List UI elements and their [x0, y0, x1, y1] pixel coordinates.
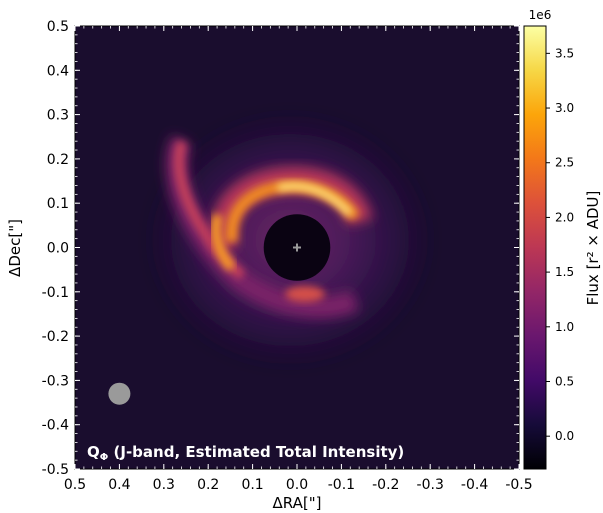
colorbar-tick-label: 0.0	[555, 429, 574, 443]
left-ring-segment	[210, 213, 236, 272]
colorbar-tick-label: 2.0	[555, 210, 574, 224]
x-axis-label: ΔRA["]	[273, 494, 322, 512]
y-tick-label: -0.1	[42, 285, 69, 301]
colorbar-ticks: 0.0 0.5 1.0 1.5 2.0 2.5 3.0 3.5	[546, 46, 574, 443]
x-tick-label: 0.2	[197, 477, 219, 493]
y-tick-label: -0.4	[42, 418, 69, 434]
y-tick-label: 0.4	[47, 63, 69, 79]
y-tick-label: 0.5	[47, 19, 69, 35]
star-position-marker	[293, 243, 301, 252]
x-tick-label: 0.1	[241, 477, 263, 493]
colorbar-tick-label: 0.5	[555, 374, 574, 388]
x-axis: 0.5 0.4 0.3 0.2 0.1 0.0 -0.1 -0.2 -0.3 -0.4 -0.5	[64, 26, 533, 493]
y-tick-label: 0.3	[47, 108, 69, 124]
y-tick-label: -0.5	[42, 462, 69, 478]
colorbar-tick-label: 2.5	[555, 156, 574, 170]
colorbar-frame	[523, 25, 547, 470]
disk-emission	[150, 115, 430, 365]
colorbar-tick-label: 3.0	[555, 101, 574, 115]
x-tick-label: -0.5	[505, 477, 532, 493]
colorbar-tick-label: 1.5	[555, 265, 574, 279]
x-tick-label: 0.0	[286, 477, 308, 493]
y-tick-label: 0.1	[47, 196, 69, 212]
x-tick-label: 0.5	[64, 477, 86, 493]
lower-blob	[285, 286, 325, 302]
y-tick-label: 0.0	[47, 241, 69, 257]
x-tick-label: -0.2	[372, 477, 399, 493]
panel-title: QΦ (J-band, Estimated Total Intensity)	[87, 443, 404, 463]
x-tick-label: -0.1	[328, 477, 355, 493]
colorbar-exponent: 1e6	[529, 8, 552, 22]
y-tick-label: 0.2	[47, 152, 69, 168]
x-tick-label: 0.3	[153, 477, 175, 493]
beam-circle	[108, 382, 131, 405]
colorbar: 0.0 0.5 1.0 1.5 2.0 2.5 3.0 3.5 1e6 Flux [r² × …	[523, 8, 602, 470]
image-panel: QΦ (J-band, Estimated Total Intensity) 0…	[42, 19, 533, 493]
y-tick-label: -0.3	[42, 373, 69, 389]
y-axis-label: ΔDec["]	[6, 219, 24, 277]
colorbar-label: Flux [r² × ADU]	[584, 191, 602, 306]
colorbar-tick-label: 3.5	[555, 46, 574, 60]
y-tick-label: -0.2	[42, 329, 69, 345]
x-tick-label: -0.4	[461, 477, 488, 493]
x-tick-label: -0.3	[417, 477, 444, 493]
colorbar-tick-label: 1.0	[555, 320, 574, 334]
colorbar-gradient	[524, 26, 546, 469]
y-axis: -0.5 -0.4 -0.3 -0.2 -0.1 0.0 0.1 0.2 0.3 0.4 0.5	[42, 19, 519, 478]
bright-rim	[277, 182, 353, 217]
x-tick-label: 0.4	[108, 477, 130, 493]
